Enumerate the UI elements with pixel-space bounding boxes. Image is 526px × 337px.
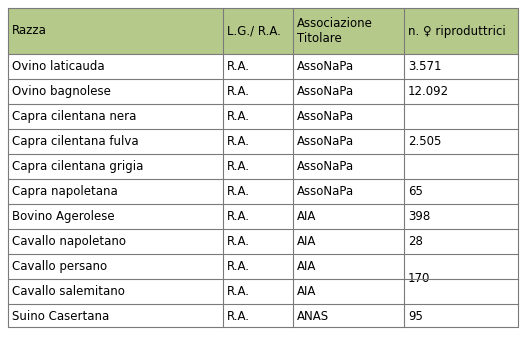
Text: Cavallo salemitano: Cavallo salemitano — [12, 285, 125, 298]
Text: AssoNaPa: AssoNaPa — [297, 60, 354, 73]
Text: AIA: AIA — [297, 210, 316, 223]
Text: Capra cilentana grigia: Capra cilentana grigia — [12, 160, 144, 173]
Text: Capra cilentana nera: Capra cilentana nera — [12, 110, 136, 123]
Text: R.A.: R.A. — [227, 185, 250, 198]
Text: Cavallo persano: Cavallo persano — [12, 260, 107, 273]
Text: R.A.: R.A. — [227, 285, 250, 298]
Text: L.G./ R.A.: L.G./ R.A. — [227, 25, 281, 37]
Text: Associazione
Titolare: Associazione Titolare — [297, 17, 372, 45]
Text: R.A.: R.A. — [227, 210, 250, 223]
Text: R.A.: R.A. — [227, 85, 250, 98]
Text: Capra cilentana fulva: Capra cilentana fulva — [12, 135, 139, 148]
Text: R.A.: R.A. — [227, 310, 250, 323]
Text: 3.571: 3.571 — [408, 60, 442, 73]
Text: Ovino laticauda: Ovino laticauda — [12, 60, 105, 73]
Text: 170: 170 — [408, 273, 430, 285]
Text: Bovino Agerolese: Bovino Agerolese — [12, 210, 115, 223]
Text: AssoNaPa: AssoNaPa — [297, 185, 354, 198]
Text: 95: 95 — [408, 310, 423, 323]
Text: 12.092: 12.092 — [408, 85, 449, 98]
Text: R.A.: R.A. — [227, 235, 250, 248]
Text: 398: 398 — [408, 210, 430, 223]
Text: AssoNaPa: AssoNaPa — [297, 85, 354, 98]
Text: R.A.: R.A. — [227, 135, 250, 148]
Text: 2.505: 2.505 — [408, 135, 441, 148]
Text: 65: 65 — [408, 185, 423, 198]
Text: Cavallo napoletano: Cavallo napoletano — [12, 235, 126, 248]
Text: AssoNaPa: AssoNaPa — [297, 135, 354, 148]
Text: AIA: AIA — [297, 260, 316, 273]
Text: n. ♀ riproduttrici: n. ♀ riproduttrici — [408, 25, 506, 37]
Bar — [8, 8, 518, 54]
Text: AIA: AIA — [297, 285, 316, 298]
Text: Ovino bagnolese: Ovino bagnolese — [12, 85, 111, 98]
Text: AssoNaPa: AssoNaPa — [297, 110, 354, 123]
Text: AssoNaPa: AssoNaPa — [297, 160, 354, 173]
Text: Capra napoletana: Capra napoletana — [12, 185, 118, 198]
Text: AIA: AIA — [297, 235, 316, 248]
Text: ANAS: ANAS — [297, 310, 329, 323]
Text: Suino Casertana: Suino Casertana — [12, 310, 109, 323]
Text: R.A.: R.A. — [227, 110, 250, 123]
Text: R.A.: R.A. — [227, 160, 250, 173]
Text: R.A.: R.A. — [227, 60, 250, 73]
Text: 28: 28 — [408, 235, 423, 248]
Text: Razza: Razza — [12, 25, 47, 37]
Text: R.A.: R.A. — [227, 260, 250, 273]
